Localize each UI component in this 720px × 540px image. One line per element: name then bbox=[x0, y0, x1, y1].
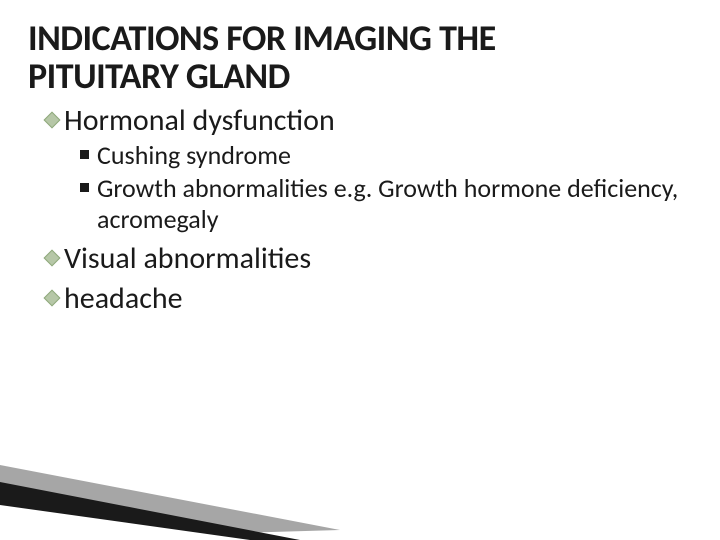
decorative-wedges bbox=[0, 410, 420, 540]
wedge-gray bbox=[0, 465, 340, 540]
wedge-black bbox=[0, 482, 300, 540]
list-item-label: headache bbox=[64, 282, 183, 317]
list-item: Cushing syndrome bbox=[80, 140, 692, 171]
list-item-label: Hormonal dysfunction bbox=[64, 104, 335, 139]
list-item: Growth abnormalities e.g. Growth hormone… bbox=[80, 173, 692, 235]
diamond-icon bbox=[46, 112, 58, 131]
square-icon bbox=[80, 150, 89, 159]
list-item: Visual abnormalities bbox=[46, 242, 692, 277]
list-item-label: Growth abnormalities e.g. Growth hormone… bbox=[97, 173, 692, 235]
title-line-2: PITUITARY GLAND bbox=[28, 54, 290, 98]
slide: INDICATIONS FOR IMAGING THE PITUITARY GL… bbox=[0, 0, 720, 540]
diamond-icon bbox=[46, 250, 58, 269]
page-title: INDICATIONS FOR IMAGING THE PITUITARY GL… bbox=[28, 20, 692, 96]
list-item: headache bbox=[46, 282, 692, 317]
sublist: Cushing syndrome Growth abnormalities e.… bbox=[46, 140, 692, 236]
content-body: Hormonal dysfunction Cushing syndrome Gr… bbox=[28, 104, 692, 317]
list-item-label: Visual abnormalities bbox=[64, 242, 311, 277]
list-item-label: Cushing syndrome bbox=[97, 140, 291, 171]
list-item: Hormonal dysfunction bbox=[46, 104, 692, 139]
wedge-white bbox=[0, 505, 250, 540]
square-icon bbox=[80, 183, 89, 192]
diamond-icon bbox=[46, 290, 58, 309]
